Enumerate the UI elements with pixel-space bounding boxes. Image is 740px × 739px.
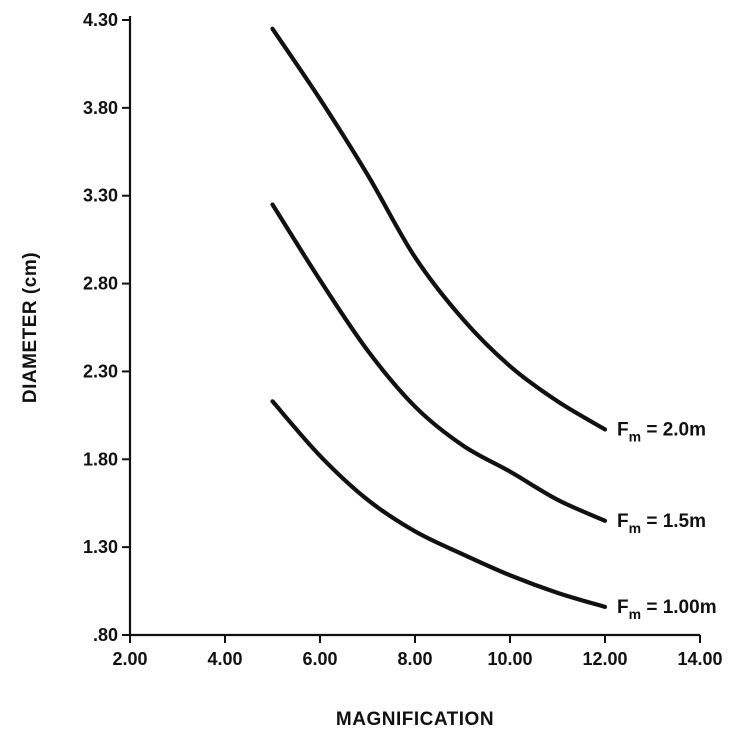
x-axis-title: MAGNIFICATION — [336, 709, 494, 730]
y-axis-title: DIAMETER (cm) — [20, 252, 41, 403]
series-label: Fm = 1.00m — [617, 597, 717, 622]
series-line — [270, 26, 608, 432]
y-tick-label: .80 — [93, 625, 118, 645]
series-label: Fm = 1.5m — [617, 511, 706, 536]
y-tick-label: 2.30 — [83, 361, 118, 381]
x-tick-label: 4.00 — [207, 649, 242, 669]
series-label: Fm = 2.0m — [617, 419, 706, 444]
y-tick-label: 2.80 — [83, 274, 118, 294]
x-tick-label: 14.00 — [677, 649, 722, 669]
series-labels: Fm = 2.0m Fm = 1.5m Fm = 1.00m — [617, 419, 717, 621]
y-tick-label: 1.30 — [83, 537, 118, 557]
y-tick-label: 1.80 — [83, 449, 118, 469]
y-tick-label: 3.30 — [83, 186, 118, 206]
x-tick-label: 2.00 — [112, 649, 147, 669]
x-tick-label: 8.00 — [397, 649, 432, 669]
ticks: 2.00 4.00 6.00 8.00 10.00 12.00 14.00 .80 1.30 1.… — [83, 10, 723, 669]
axes — [128, 16, 700, 637]
y-tick-label: 3.80 — [83, 98, 118, 118]
y-tick-label: 4.30 — [83, 10, 118, 30]
series-line — [270, 399, 608, 609]
x-tick-label: 6.00 — [302, 649, 337, 669]
x-tick-label: 12.00 — [582, 649, 627, 669]
series-group — [270, 26, 608, 609]
x-tick-label: 10.00 — [487, 649, 532, 669]
series-line — [270, 202, 608, 523]
